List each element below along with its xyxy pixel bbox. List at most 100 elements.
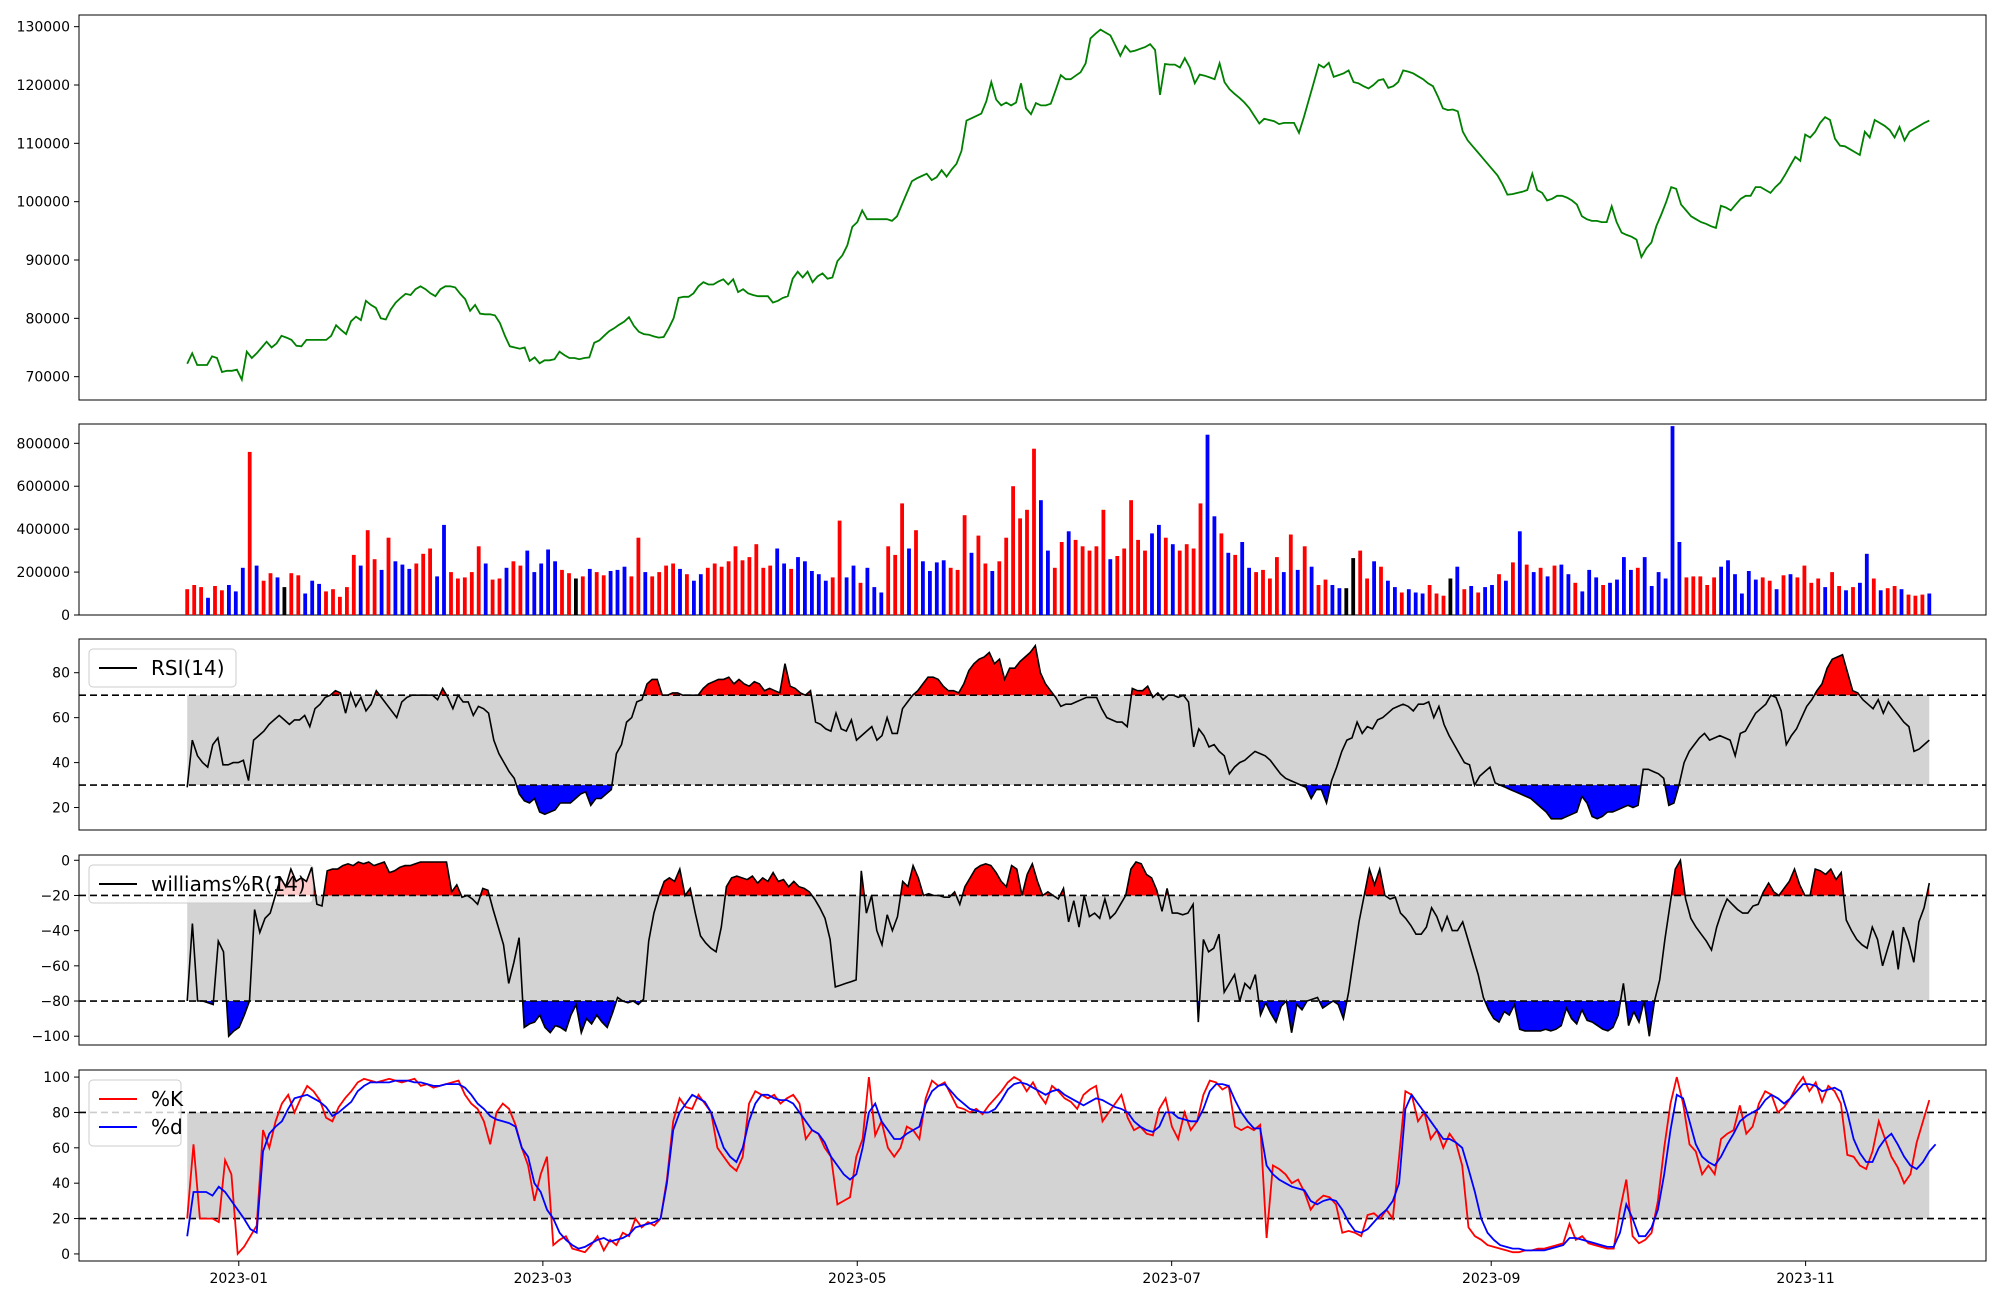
volume-bar (1074, 540, 1078, 615)
volume-bar (525, 551, 529, 615)
volume-bar (602, 575, 606, 615)
volume-bar (1483, 587, 1487, 615)
volume-bar (310, 581, 314, 615)
volume-bar (1025, 510, 1029, 615)
rsi-neutral-band (187, 695, 1929, 785)
volume-bar (1067, 531, 1071, 615)
volume-bar (1560, 565, 1564, 615)
volume-bar (1372, 561, 1376, 615)
volume-bar (1685, 577, 1689, 615)
volume-bar (1032, 449, 1036, 615)
price-ytick-label: 110000 (17, 136, 70, 152)
volume-bar (255, 566, 259, 615)
x-tick-label: 2023-01 (210, 1271, 269, 1287)
williams-neutral-band (187, 895, 1929, 1001)
volume-bar (1275, 557, 1279, 615)
volume-bar (1331, 585, 1335, 615)
volume-bar (1761, 577, 1765, 615)
volume-bar (1220, 533, 1224, 615)
volume-bar (1018, 518, 1022, 615)
stochastic-ytick-label: 40 (52, 1176, 70, 1192)
volume-bar (262, 581, 266, 615)
volume-bar (1102, 510, 1106, 615)
volume-bar (206, 598, 210, 615)
volume-bar (1830, 572, 1834, 615)
x-tick-label: 2023-09 (1462, 1271, 1521, 1287)
rsi-ytick-label: 60 (52, 711, 70, 727)
volume-bar (1296, 570, 1300, 615)
volume-bar (366, 530, 370, 615)
volume-bar (498, 579, 502, 616)
rsi-ytick-label: 80 (52, 666, 70, 682)
volume-bar (512, 561, 516, 615)
volume-bar (1858, 583, 1862, 615)
stochastic-neutral-band (187, 1112, 1929, 1218)
volume-bar (276, 577, 280, 615)
volume-bar (1768, 581, 1772, 615)
volume-bar (1740, 594, 1744, 616)
volume-bar (643, 572, 647, 615)
volume-bar (1310, 567, 1314, 615)
volume-bar (1872, 579, 1876, 616)
volume-bar (1712, 577, 1716, 615)
volume-bar (1226, 553, 1230, 615)
volume-bar (331, 589, 335, 615)
price-ytick-label: 80000 (25, 311, 70, 327)
volume-bar (1469, 586, 1473, 615)
volume-bar (1351, 558, 1355, 615)
volume-bar (609, 571, 613, 615)
volume-bar (997, 561, 1001, 615)
volume-bar (1539, 568, 1543, 615)
volume-bar (1213, 516, 1217, 615)
volume-bar (657, 572, 661, 615)
volume-bar (352, 555, 356, 615)
volume-bar (1428, 585, 1432, 615)
volume-bar (1608, 583, 1612, 615)
x-tick-label: 2023-05 (828, 1271, 887, 1287)
volume-bar (470, 572, 474, 615)
volume-bar (1789, 574, 1793, 615)
rsi-oversold-fill (516, 785, 612, 814)
volume-bar (581, 576, 585, 615)
volume-bar (1643, 557, 1647, 615)
volume-bar (1573, 583, 1577, 615)
volume-bar (1282, 572, 1286, 615)
volume-bar (477, 546, 481, 615)
volume-bar (1060, 542, 1064, 615)
volume-bar (456, 579, 460, 616)
volume-bar (1129, 500, 1133, 615)
volume-bar (567, 573, 571, 615)
volume-bar (1844, 590, 1848, 615)
volume-bar (1698, 576, 1702, 615)
volume-bar (1879, 590, 1883, 615)
volume-bar (1011, 486, 1015, 615)
volume-bar (637, 538, 641, 615)
williams-ytick-label: −40 (40, 924, 70, 940)
volume-bar (1518, 531, 1522, 615)
volume-bar (782, 564, 786, 616)
volume-bar (970, 553, 974, 615)
volume-bar (1914, 596, 1918, 615)
williams-ytick-label: −60 (40, 959, 70, 975)
volume-bar (1907, 595, 1911, 615)
volume-bar (1379, 567, 1383, 615)
volume-bar (1442, 596, 1446, 615)
volume-bar (1719, 567, 1723, 615)
volume-bar (741, 560, 745, 615)
volume-bar (1400, 593, 1404, 616)
volume-bar (1650, 586, 1654, 615)
volume-bar (1851, 587, 1855, 615)
volume-bar (1414, 593, 1418, 616)
stochastic-ytick-label: 0 (61, 1247, 70, 1263)
volume-bar (505, 568, 509, 615)
volume-bar (1615, 580, 1619, 615)
volume-bar (1303, 546, 1307, 615)
volume-bar (1809, 583, 1813, 615)
volume-ytick-label: 200000 (17, 565, 70, 581)
volume-bar (387, 538, 391, 615)
volume-bar (692, 581, 696, 615)
rsi-ytick-label: 40 (52, 756, 70, 772)
volume-bar (324, 591, 328, 615)
